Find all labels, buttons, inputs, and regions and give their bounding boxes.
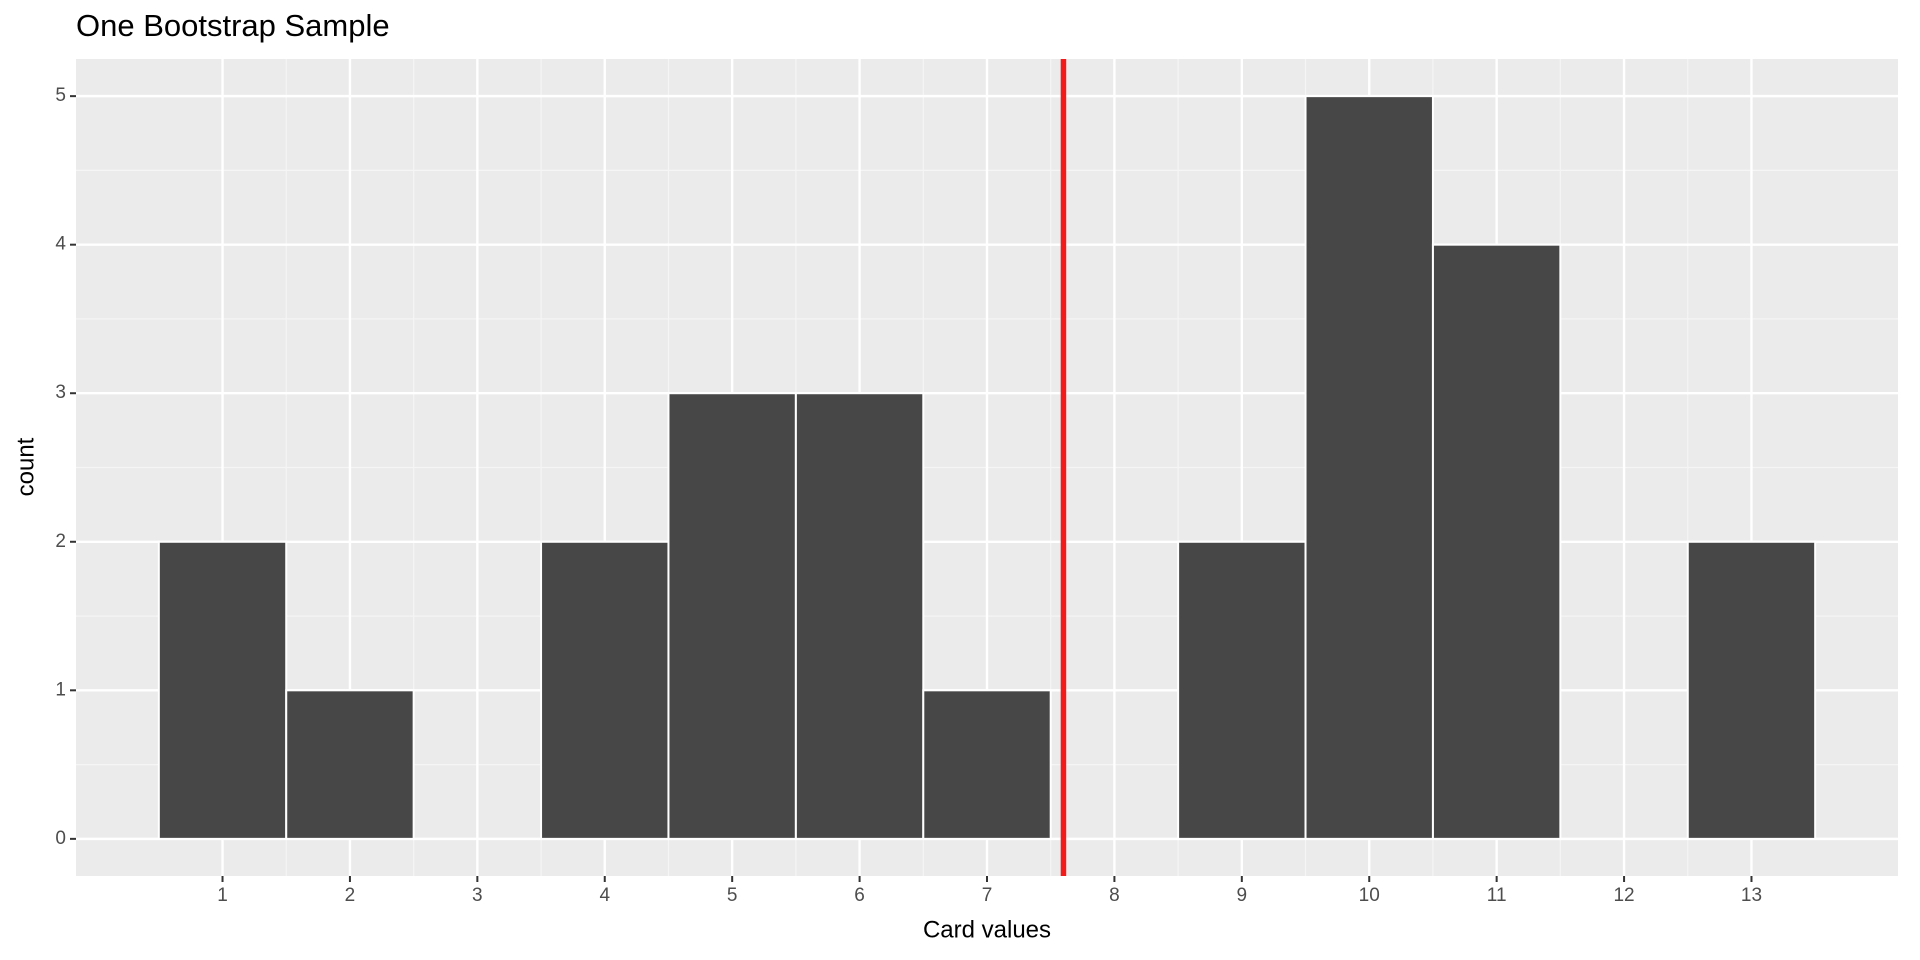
bar xyxy=(157,540,288,840)
x-tick-label: 11 xyxy=(1487,885,1507,906)
y-tick-label: 1 xyxy=(55,679,66,700)
y-tick-label: 3 xyxy=(55,382,66,403)
x-tick-label: 3 xyxy=(472,885,483,906)
bar xyxy=(1177,540,1307,840)
bar xyxy=(794,392,925,840)
bar xyxy=(1686,540,1817,840)
bar xyxy=(667,392,797,840)
x-tick-label: 7 xyxy=(982,885,993,906)
x-tick-label: 12 xyxy=(1613,885,1634,906)
x-tick-label: 1 xyxy=(217,885,228,906)
x-tick-label: 2 xyxy=(345,885,356,906)
x-tick-label: 5 xyxy=(727,885,738,906)
x-tick-label: 4 xyxy=(599,885,610,906)
x-tick-label: 10 xyxy=(1359,885,1380,906)
x-tick-label: 6 xyxy=(854,885,865,906)
bar xyxy=(1304,95,1434,840)
y-tick-label: 2 xyxy=(55,531,66,552)
x-tick-label: 13 xyxy=(1741,885,1762,906)
y-tick-label: 5 xyxy=(55,85,66,106)
bar xyxy=(1431,243,1562,840)
y-tick-label: 4 xyxy=(55,234,66,255)
bar xyxy=(540,540,670,840)
y-tick-label: 0 xyxy=(55,828,66,849)
chart-title: One Bootstrap Sample xyxy=(76,8,390,43)
bar xyxy=(922,689,1052,840)
bar xyxy=(285,689,415,840)
x-tick-label: 8 xyxy=(1109,885,1120,906)
x-tick-label: 9 xyxy=(1237,885,1248,906)
y-axis-title: count xyxy=(12,437,39,496)
x-axis-title: Card values xyxy=(923,916,1051,943)
